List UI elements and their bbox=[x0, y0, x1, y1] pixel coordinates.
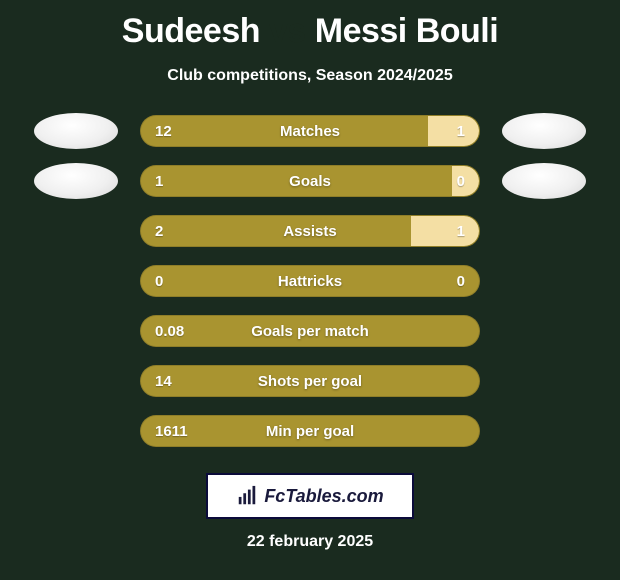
stat-bar: 1Goals0 bbox=[140, 165, 480, 197]
stat-row: 1611Min per goal bbox=[0, 413, 620, 449]
stat-value-right: 1 bbox=[457, 223, 465, 240]
stat-label: Matches bbox=[141, 123, 479, 140]
player-right-name: Messi Bouli bbox=[315, 12, 498, 50]
subtitle: Club competitions, Season 2024/2025 bbox=[0, 67, 620, 85]
stat-bar: 12Matches1 bbox=[140, 115, 480, 147]
stat-label: Assists bbox=[141, 223, 479, 240]
avatar-spacer bbox=[34, 313, 118, 349]
stat-label: Goals per match bbox=[141, 323, 479, 340]
date-text: 22 february 2025 bbox=[0, 533, 620, 551]
stat-row: 2Assists1 bbox=[0, 213, 620, 249]
stat-row: 0Hattricks0 bbox=[0, 263, 620, 299]
bar-chart-icon bbox=[236, 485, 258, 507]
avatar-spacer bbox=[34, 363, 118, 399]
stat-value-right: 1 bbox=[457, 123, 465, 140]
avatar-spacer bbox=[502, 263, 586, 299]
stat-bar: 14Shots per goal bbox=[140, 365, 480, 397]
stats-rows: 12Matches11Goals02Assists10Hattricks00.0… bbox=[0, 113, 620, 449]
vs-text: vs bbox=[269, 12, 306, 50]
player-left-avatar bbox=[34, 163, 118, 199]
avatar-spacer bbox=[502, 363, 586, 399]
stat-label: Shots per goal bbox=[141, 373, 479, 390]
avatar-spacer bbox=[34, 263, 118, 299]
brand-text: FcTables.com bbox=[264, 486, 383, 507]
player-right-avatar bbox=[502, 163, 586, 199]
stat-value-right: 0 bbox=[457, 173, 465, 190]
avatar-spacer bbox=[34, 213, 118, 249]
avatar-spacer bbox=[502, 313, 586, 349]
stat-bar: 2Assists1 bbox=[140, 215, 480, 247]
stat-value-right: 0 bbox=[457, 273, 465, 290]
comparison-title: Sudeesh vs Messi Bouli bbox=[0, 0, 620, 51]
stat-bar: 0Hattricks0 bbox=[140, 265, 480, 297]
avatar-spacer bbox=[34, 413, 118, 449]
stat-bar: 1611Min per goal bbox=[140, 415, 480, 447]
stat-bar: 0.08Goals per match bbox=[140, 315, 480, 347]
brand-badge[interactable]: FcTables.com bbox=[206, 473, 414, 519]
player-left-name: Sudeesh bbox=[122, 12, 260, 50]
player-right-avatar bbox=[502, 113, 586, 149]
stat-row: 1Goals0 bbox=[0, 163, 620, 199]
stat-row: 12Matches1 bbox=[0, 113, 620, 149]
stat-row: 0.08Goals per match bbox=[0, 313, 620, 349]
stat-label: Goals bbox=[141, 173, 479, 190]
stat-label: Hattricks bbox=[141, 273, 479, 290]
player-left-avatar bbox=[34, 113, 118, 149]
avatar-spacer bbox=[502, 413, 586, 449]
stat-row: 14Shots per goal bbox=[0, 363, 620, 399]
avatar-spacer bbox=[502, 213, 586, 249]
stat-label: Min per goal bbox=[141, 423, 479, 440]
